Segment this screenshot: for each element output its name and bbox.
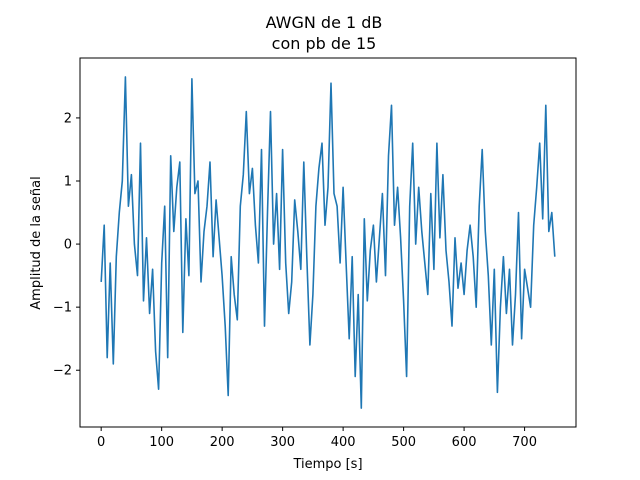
- series-line: [100, 76, 556, 409]
- y-tick-label: 0: [64, 238, 72, 253]
- x-tick-label: 0: [97, 435, 105, 450]
- y-tick-label: −2: [53, 364, 72, 379]
- x-tick-label: 400: [331, 435, 356, 450]
- x-tick-label: 500: [391, 435, 416, 450]
- chart-title-line-2: con pb de 15: [272, 34, 377, 53]
- chart-title-line-1: AWGN de 1 dB: [266, 13, 383, 32]
- y-tick-label: −1: [53, 301, 72, 316]
- x-tick-label: 100: [149, 435, 174, 450]
- x-axis-label: Tiempo [s]: [292, 457, 362, 472]
- x-tick-label: 200: [210, 435, 235, 450]
- plot-area: [100, 76, 556, 409]
- x-axis: 0 100 200 300 400 500 600 700: [97, 427, 537, 450]
- x-tick-label: 600: [452, 435, 477, 450]
- plot-frame: [79, 57, 577, 428]
- y-axis-label: Amplitud de la señal: [29, 176, 44, 309]
- x-tick-label: 300: [270, 435, 295, 450]
- y-axis: −2 −1 0 1 2: [53, 111, 80, 379]
- y-tick-label: 1: [64, 175, 72, 190]
- y-tick-label: 2: [64, 111, 72, 126]
- x-tick-label: 700: [512, 435, 537, 450]
